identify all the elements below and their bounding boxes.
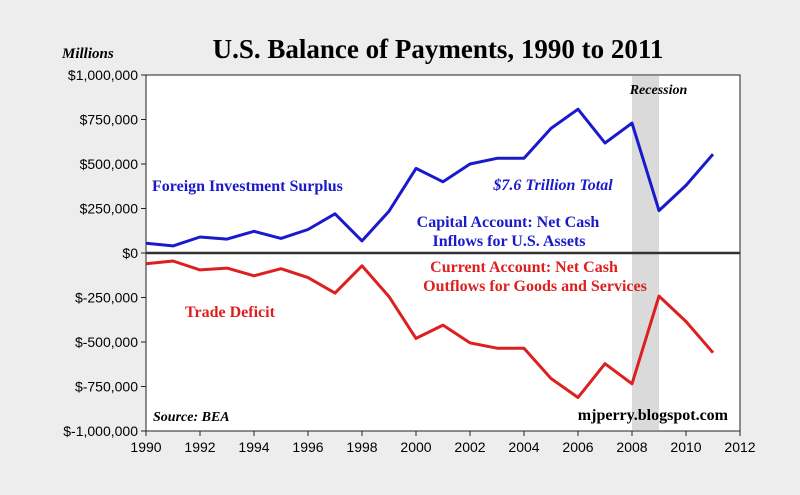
y-axis-ticks: $1,000,000 $750,000 $500,000 $250,000 $0 $-25… [63, 67, 146, 439]
y-tick-label: $1,000,000 [68, 67, 138, 83]
annotation-trade: Trade Deficit [185, 304, 276, 321]
x-tick-label: 2008 [616, 439, 647, 455]
annotations: Foreign Investment Surplus $7.6 Trillion … [152, 177, 647, 321]
x-tick-label: 1996 [292, 439, 323, 455]
y-tick-label: $-1,000,000 [63, 423, 138, 439]
x-tick-label: 1998 [346, 439, 377, 455]
annotation-foreign: Foreign Investment Surplus [152, 178, 343, 195]
y-tick-label: $250,000 [80, 201, 139, 217]
x-tick-label: 2004 [508, 439, 539, 455]
chart-title: U.S. Balance of Payments, 1990 to 2011 [213, 34, 664, 64]
x-tick-label: 2006 [562, 439, 593, 455]
series-line-current-account [145, 259, 715, 399]
y-tick-label: $0 [122, 245, 138, 261]
series-line-capital-account [145, 107, 715, 248]
x-tick-label: 2002 [454, 439, 485, 455]
x-axis-ticks: 1990 1992 1994 1996 1998 2000 2002 2004 2006 2008… [130, 431, 756, 455]
y-axis-units-label: Millions [61, 46, 114, 62]
x-tick-label: 2010 [670, 439, 701, 455]
annotation-current2: Outflows for Goods and Services [423, 278, 647, 295]
annotation-total: $7.6 Trillion Total [492, 177, 613, 194]
source-label: Source: BEA [153, 410, 230, 425]
y-tick-label: $-500,000 [75, 334, 138, 350]
x-tick-label: 1990 [130, 439, 161, 455]
y-tick-label: $-750,000 [75, 379, 138, 395]
annotation-capital2: Inflows for U.S. Assets [432, 233, 585, 250]
x-tick-label: 1994 [238, 439, 269, 455]
y-tick-label: $-250,000 [75, 290, 138, 306]
x-tick-label: 1992 [184, 439, 215, 455]
annotation-capital1: Capital Account: Net Cash [417, 214, 600, 231]
x-tick-label: 2012 [724, 439, 755, 455]
y-tick-label: $750,000 [80, 112, 139, 128]
annotation-current1: Current Account: Net Cash [430, 259, 618, 276]
y-tick-label: $500,000 [80, 156, 139, 172]
x-tick-label: 2000 [400, 439, 431, 455]
series-lines [145, 107, 715, 399]
credit-label: mjperry.blogspot.com [578, 407, 729, 424]
recession-label: Recession [629, 83, 688, 98]
